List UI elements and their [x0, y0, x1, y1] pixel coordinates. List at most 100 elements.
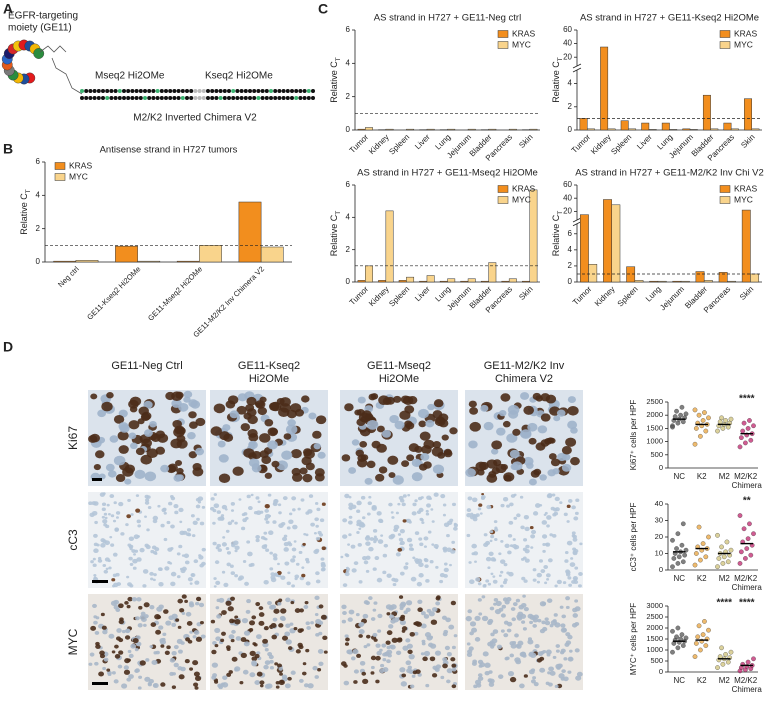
nucleus [184, 658, 190, 664]
data-point [745, 426, 751, 431]
bar [53, 260, 77, 263]
axis-break [572, 67, 582, 73]
nucleus [128, 432, 137, 440]
nucleus [135, 641, 142, 647]
nucleus [451, 502, 457, 507]
nucleus [94, 661, 99, 666]
nucleus [213, 585, 217, 588]
nucleus [365, 569, 370, 573]
nucleus [173, 644, 179, 650]
data-point [692, 654, 698, 659]
nucleus [132, 566, 137, 570]
y-tick-label: 60 [563, 180, 572, 189]
nucleus [249, 650, 256, 657]
nucleus [533, 682, 539, 687]
nucleus [345, 637, 350, 642]
nucleus [402, 494, 407, 498]
nucleus [290, 448, 302, 459]
nucleus [427, 530, 432, 534]
nucleus [215, 606, 220, 610]
nucleus [540, 569, 546, 574]
nucleus [317, 648, 324, 654]
nucleus [487, 582, 492, 586]
nucleus [572, 607, 578, 613]
legend-swatch [54, 162, 66, 170]
nucleus [134, 669, 139, 673]
nucleus [359, 622, 365, 627]
nucleus [348, 515, 353, 519]
nucleus [214, 680, 219, 684]
nucleus [524, 526, 530, 532]
y-tick-label: 30 [655, 515, 663, 524]
nucleus [570, 456, 580, 466]
nucleus [493, 597, 499, 602]
nucleus [140, 413, 151, 421]
nucleus [506, 628, 512, 633]
nucleus [377, 539, 384, 544]
nucleus [104, 557, 110, 562]
nucleus [509, 502, 514, 507]
data-point [723, 652, 728, 657]
nucleus [377, 629, 382, 633]
nucleus [154, 547, 160, 552]
nucleus [99, 653, 106, 659]
scale-bar [92, 478, 102, 481]
nucleus [225, 600, 232, 606]
nucleus [373, 601, 378, 605]
nucleus [176, 638, 183, 644]
bar [710, 128, 719, 131]
y-axis-label-text: Relative C [19, 193, 29, 235]
x-tick-label: Skin [517, 285, 534, 302]
nucleus [414, 621, 420, 626]
nucleus [199, 620, 204, 625]
nucleus [221, 504, 228, 510]
nucleus [434, 650, 442, 656]
nucleus [423, 614, 430, 619]
nucleus [565, 632, 571, 637]
nucleus [188, 411, 197, 419]
nucleus [536, 572, 542, 578]
nucleotide [243, 96, 248, 100]
nucleus [100, 612, 105, 617]
nucleus [292, 555, 296, 559]
nucleus [356, 653, 362, 658]
bar [702, 94, 711, 131]
data-point [743, 556, 748, 561]
nucleus [426, 635, 433, 641]
data-point [696, 412, 702, 418]
nucleus [512, 428, 521, 436]
nucleus [251, 451, 262, 460]
nucleus [567, 670, 572, 674]
y-tick-label: 1000 [646, 645, 663, 654]
data-point [675, 561, 681, 566]
nucleotide [197, 96, 202, 100]
nucleus [468, 400, 477, 408]
nucleus [221, 631, 226, 636]
nucleus [118, 603, 124, 609]
nucleus [264, 660, 271, 665]
nucleus [169, 657, 176, 663]
nucleus [227, 521, 233, 526]
nucleus [431, 607, 438, 612]
nucleus [469, 579, 475, 585]
nucleus [347, 543, 351, 546]
nucleus [560, 623, 566, 628]
nucleus [235, 636, 242, 641]
nucleus [358, 580, 363, 584]
nucleus [399, 542, 403, 545]
nucleus [277, 663, 282, 668]
x-tick-label: NC [673, 574, 685, 583]
nucleus [543, 565, 549, 570]
x-tick-label: Skin [738, 285, 755, 302]
nucleus [406, 537, 413, 543]
y-tick-label: 2000 [646, 623, 663, 632]
nucleus [222, 424, 231, 432]
nucleus [552, 507, 558, 512]
nucleus [136, 597, 142, 602]
nucleus [343, 664, 348, 668]
nucleus [192, 463, 202, 471]
nucleus [89, 652, 95, 657]
y-tick-label: 4 [346, 58, 351, 67]
nucleus [215, 580, 221, 585]
nucleus [276, 570, 282, 575]
